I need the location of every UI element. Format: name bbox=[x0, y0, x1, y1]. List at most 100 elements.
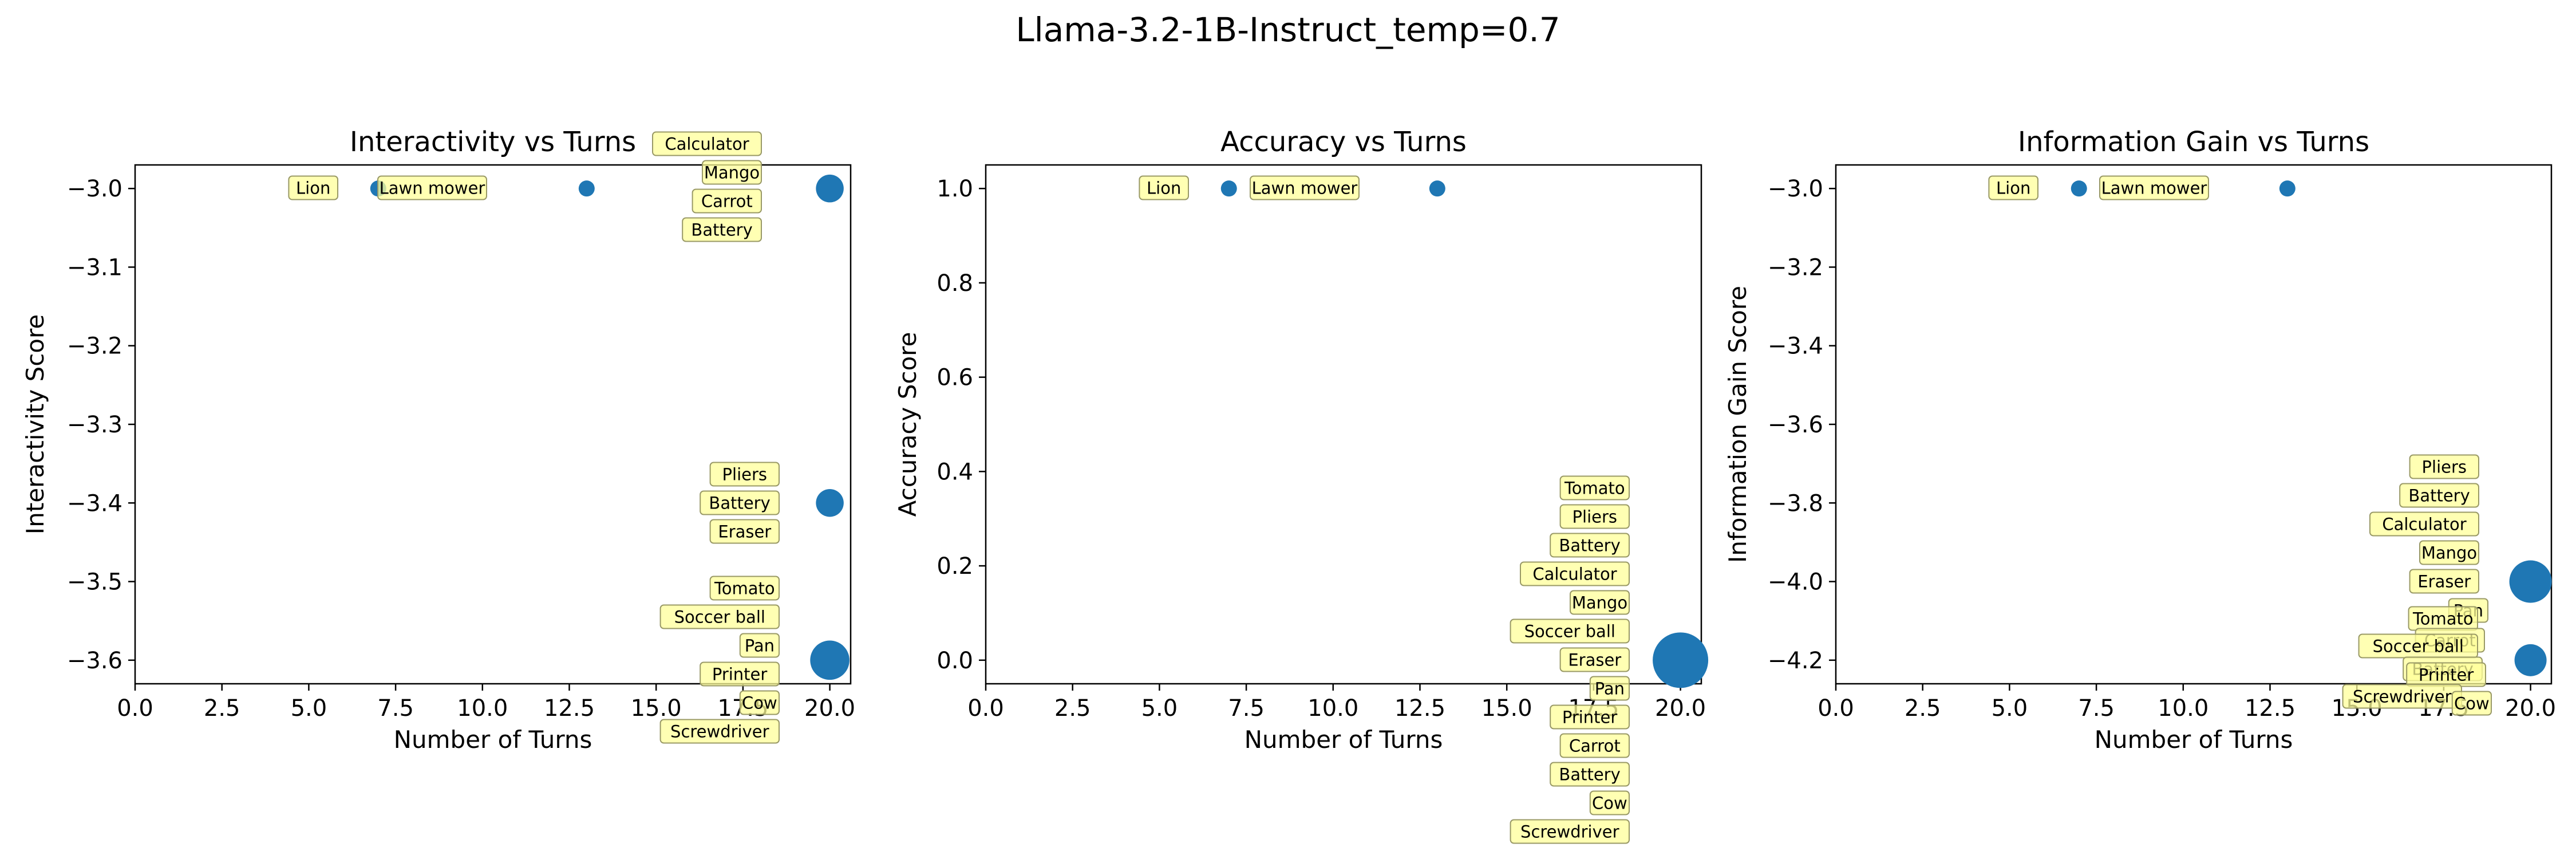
annotation-box bbox=[709, 462, 780, 487]
x-tick-label: 10.0 bbox=[457, 695, 508, 722]
point-annotation: Eraser bbox=[1559, 647, 1630, 672]
x-tick-label: 15.0 bbox=[631, 695, 682, 722]
annotation-label: Screwdriver bbox=[1520, 822, 1619, 841]
annotation-box bbox=[1988, 175, 2038, 200]
annotation-label: Calculator bbox=[2382, 514, 2466, 534]
point-annotation: Carrot bbox=[692, 188, 762, 214]
annotation-box bbox=[700, 661, 780, 687]
point-annotation: Tomato bbox=[1559, 475, 1630, 501]
annotation-label: Screwdriver bbox=[670, 722, 769, 741]
scatter-point bbox=[1429, 180, 1445, 197]
point-annotation: Pliers bbox=[2409, 454, 2480, 479]
annotation-box bbox=[682, 217, 762, 242]
point-annotation: Screwdriver bbox=[2342, 684, 2463, 709]
annotation-label: Mango bbox=[704, 163, 760, 182]
annotation-label: Printer bbox=[2419, 665, 2474, 684]
x-tick-label: 5.0 bbox=[1992, 695, 2028, 722]
annotation-label: Calculator bbox=[665, 134, 749, 153]
annotation-label: Eraser bbox=[718, 522, 771, 541]
point-annotation: Mango bbox=[702, 160, 762, 185]
x-axis-label: Number of Turns bbox=[394, 726, 592, 754]
annotation-label: Battery bbox=[691, 220, 752, 239]
axes-frame bbox=[985, 164, 1702, 685]
annotation-box bbox=[659, 719, 780, 744]
point-annotation: Battery bbox=[1550, 533, 1630, 558]
annotation-label: Tomato bbox=[2412, 609, 2474, 628]
annotation-label: Pliers bbox=[1573, 507, 1617, 526]
y-tick-label: −3.1 bbox=[67, 254, 123, 281]
y-tick-label: −3.2 bbox=[1768, 254, 1823, 281]
annotation-box bbox=[377, 175, 487, 200]
x-tick-label: 2.5 bbox=[204, 695, 240, 722]
point-annotation: Battery bbox=[682, 217, 762, 242]
annotation-label: Pan bbox=[745, 636, 775, 655]
y-tick-label: −3.8 bbox=[1768, 490, 1823, 517]
annotation-box bbox=[709, 576, 780, 601]
annotation-label: Mango bbox=[1572, 593, 1627, 612]
x-tick-label: 2.5 bbox=[1905, 695, 1941, 722]
annotation-box bbox=[2369, 511, 2479, 537]
x-tick-label: 10.0 bbox=[1307, 695, 1358, 722]
y-axis-label: Interactivity Score bbox=[21, 314, 49, 534]
annotation-label: Lawn mower bbox=[1252, 178, 1358, 198]
point-annotation: Calculator bbox=[652, 131, 762, 156]
subplot-1: Interactivity vs Turns 0.0 2.5 5.0 7.5 10.0 12… bbox=[21, 126, 855, 754]
y-axis-label: Information Gain Score bbox=[1724, 286, 1752, 563]
scatter-point bbox=[2514, 644, 2547, 676]
y-tick-label: −4.2 bbox=[1768, 648, 1823, 674]
annotation-label: Pan bbox=[1595, 679, 1625, 698]
annotation-label: Carrot bbox=[701, 191, 753, 211]
annotation-box bbox=[288, 175, 338, 200]
x-tick-label: 12.5 bbox=[1394, 695, 1445, 722]
subplot-2: Accuracy vs Turns 0.0 2.5 5.0 7.5 10.0 12.5 15.… bbox=[894, 126, 1709, 844]
annotation-box bbox=[659, 604, 780, 629]
y-tick-label: −4.0 bbox=[1768, 569, 1823, 596]
y-tick-label: 0.4 bbox=[937, 459, 973, 485]
annotation-label: Lawn mower bbox=[2101, 178, 2207, 198]
point-annotation: Battery bbox=[1550, 762, 1630, 787]
scatter-point bbox=[2279, 180, 2296, 197]
x-tick-label: 20.0 bbox=[1655, 695, 1706, 722]
annotation-box bbox=[700, 490, 780, 515]
scatter-point bbox=[2071, 180, 2087, 197]
point-annotation: Soccer ball bbox=[1510, 618, 1630, 644]
annotation-box bbox=[702, 160, 762, 185]
annotation-box bbox=[1570, 590, 1630, 615]
annotation-box bbox=[1139, 175, 1190, 200]
subplot-title: Accuracy vs Turns bbox=[1220, 126, 1467, 158]
annotation-label: Lion bbox=[1996, 178, 2030, 198]
scatter-point bbox=[1653, 632, 1709, 688]
point-annotation: Lion bbox=[1988, 175, 2038, 200]
x-tick-label: 10.0 bbox=[2158, 695, 2208, 722]
x-tick-label: 5.0 bbox=[291, 695, 327, 722]
y-tick-label: −3.0 bbox=[1768, 176, 1823, 202]
y-tick-label: −3.0 bbox=[67, 176, 123, 202]
point-annotation: Eraser bbox=[709, 519, 780, 544]
x-tick-label: 5.0 bbox=[1141, 695, 1178, 722]
x-tick-label: 7.5 bbox=[377, 695, 414, 722]
annotation-label: Carrot bbox=[1569, 736, 1621, 755]
x-axis-label: Number of Turns bbox=[2095, 726, 2293, 754]
y-tick-label: 1.0 bbox=[937, 176, 973, 202]
annotation-box bbox=[1589, 790, 1630, 815]
y-tick-label: −3.4 bbox=[67, 490, 123, 517]
annotation-label: Cow bbox=[1592, 793, 1627, 813]
y-tick-label: −3.6 bbox=[67, 648, 123, 674]
point-annotation: Printer bbox=[2406, 662, 2487, 687]
scatter-point bbox=[578, 180, 595, 197]
annotation-box bbox=[692, 188, 762, 214]
y-tick-label: −3.5 bbox=[67, 569, 123, 596]
annotation-box bbox=[739, 633, 780, 658]
annotation-label: Pliers bbox=[722, 464, 767, 484]
annotation-label: Screwdriver bbox=[2353, 687, 2452, 706]
annotation-label: Soccer ball bbox=[1524, 621, 1615, 641]
y-axis-label: Accuracy Score bbox=[894, 332, 922, 517]
x-tick-label: 7.5 bbox=[1228, 695, 1265, 722]
x-axis-label: Number of Turns bbox=[1244, 726, 1443, 754]
point-annotation: Carrot bbox=[1559, 733, 1630, 758]
x-tick-label: 12.5 bbox=[544, 695, 595, 722]
y-tick-label: −3.3 bbox=[67, 412, 123, 438]
annotation-box bbox=[1589, 676, 1630, 701]
point-annotation: Battery bbox=[2399, 483, 2480, 508]
